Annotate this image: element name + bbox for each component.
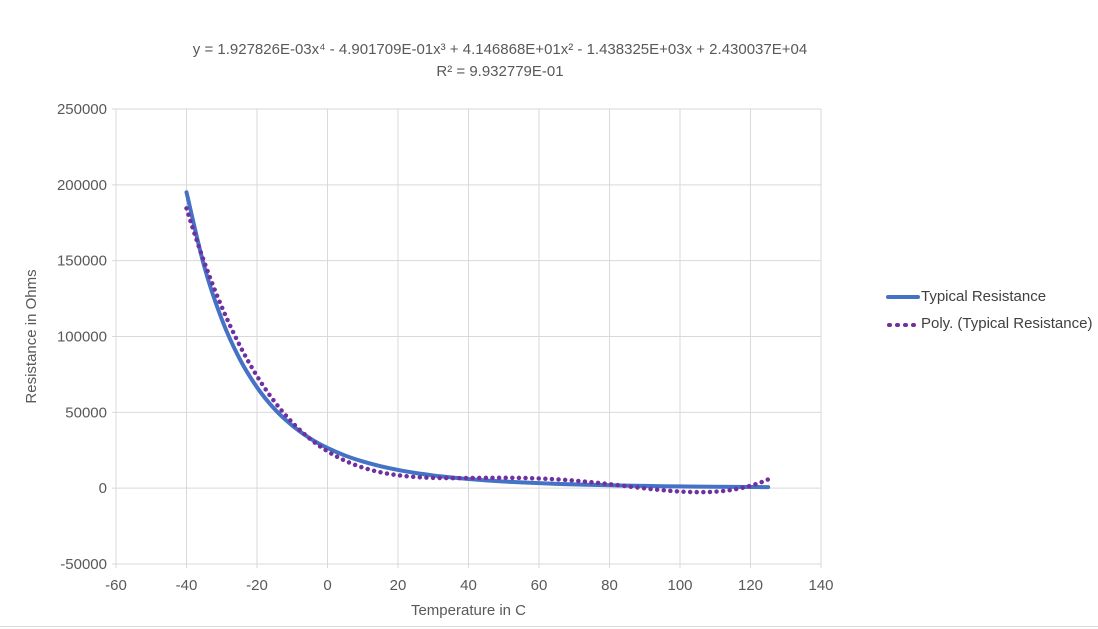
x-tick-label: 80 xyxy=(601,577,618,594)
x-axis-tick-labels: -60 -40 -20 0 20 40 60 80 100 120 140 xyxy=(105,577,833,594)
legend-line-swatch-icon xyxy=(886,293,920,301)
y-axis-title: Resistance in Ohms xyxy=(23,269,40,403)
series-typical-resistance[interactable] xyxy=(184,190,771,490)
gridlines xyxy=(112,108,822,568)
x-tick-label: 140 xyxy=(808,577,833,594)
y-tick-label: -50000 xyxy=(60,556,107,573)
legend-dots-swatch-icon xyxy=(886,320,920,328)
x-tick-label: -20 xyxy=(246,577,268,594)
legend-dot xyxy=(887,322,892,327)
x-tick-label: 60 xyxy=(531,577,548,594)
y-tick-label: 250000 xyxy=(57,101,107,118)
y-tick-label: 0 xyxy=(99,480,107,497)
legend-dot xyxy=(903,322,908,327)
legend-item-poly-trendline[interactable]: Poly. (Typical Resistance) xyxy=(886,310,1096,337)
chart-title-r-squared: R² = 9.932779E-01 xyxy=(436,63,564,80)
legend-label-typical-resistance: Typical Resistance xyxy=(921,288,1047,305)
bottom-divider xyxy=(0,626,1098,627)
legend-label-poly-trendline: Poly. (Typical Resistance) xyxy=(921,315,1093,332)
x-tick-label: 100 xyxy=(667,577,692,594)
y-tick-label: 150000 xyxy=(57,253,107,270)
legend-item-typical-resistance[interactable]: Typical Resistance xyxy=(886,283,1096,310)
chart-title-equation: y = 1.927826E-03x⁴ - 4.901709E-01x³ + 4.… xyxy=(192,41,808,58)
x-axis-title: Temperature in C xyxy=(411,602,526,619)
series-poly-trendline[interactable] xyxy=(184,206,771,495)
legend-dot xyxy=(895,322,900,327)
x-tick-label: 0 xyxy=(323,577,331,594)
y-tick-label: 50000 xyxy=(65,404,107,421)
legend: Typical Resistance Poly. (Typical Resist… xyxy=(886,283,1096,337)
y-tick-label: 200000 xyxy=(57,177,107,194)
legend-dot xyxy=(911,322,916,327)
x-tick-label: 120 xyxy=(738,577,763,594)
y-axis-tick-labels: -50000 0 50000 100000 150000 200000 250000 xyxy=(57,101,107,573)
x-tick-label: 20 xyxy=(390,577,407,594)
x-tick-label: -60 xyxy=(105,577,127,594)
x-tick-label: -40 xyxy=(176,577,198,594)
y-tick-label: 100000 xyxy=(57,329,107,346)
x-tick-label: 40 xyxy=(460,577,477,594)
